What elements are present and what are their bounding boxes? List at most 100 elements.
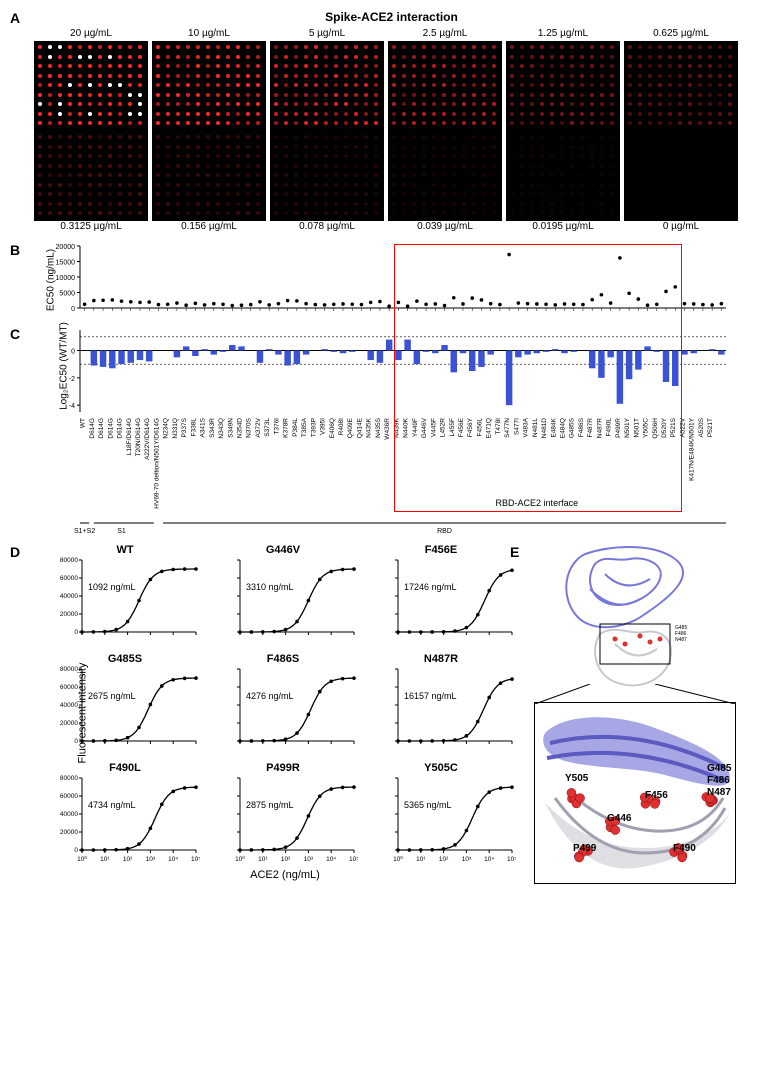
svg-text:K417N/E484K/N501Y: K417N/E484K/N501Y — [689, 417, 696, 481]
svg-text:N487: N487 — [675, 637, 687, 643]
svg-text:0: 0 — [71, 306, 75, 313]
microarray-image — [270, 131, 384, 221]
ec50-value: 1092 ng/mL — [88, 582, 136, 592]
svg-text:V395I: V395I — [320, 418, 327, 435]
ec50-value: 2675 ng/mL — [88, 691, 136, 701]
curve-title: G446V — [208, 544, 358, 556]
svg-text:S1: S1 — [117, 528, 126, 535]
svg-text:10⁴: 10⁴ — [168, 856, 178, 863]
svg-text:10³: 10³ — [146, 856, 156, 863]
svg-text:F456E: F456E — [458, 417, 465, 437]
panel-a: A Spike-ACE2 interaction 20 µg/mL10 µg/m… — [10, 10, 749, 234]
concentration-label: 20 µg/mL — [34, 28, 148, 39]
svg-text:10⁴: 10⁴ — [484, 856, 494, 863]
panel-c-label: C — [10, 326, 20, 342]
svg-text:10¹: 10¹ — [416, 856, 426, 863]
svg-text:10²: 10² — [123, 856, 133, 863]
microarray-image — [624, 131, 738, 221]
svg-text:G446: G446 — [607, 813, 632, 824]
svg-text:60000: 60000 — [60, 684, 78, 691]
svg-text:N439K: N439K — [393, 417, 400, 438]
concentration-label: 1.25 µg/mL — [506, 28, 620, 39]
concentration-label: 5 µg/mL — [270, 28, 384, 39]
svg-text:A341S: A341S — [200, 417, 207, 437]
svg-text:P521S: P521S — [670, 417, 677, 437]
svg-text:T20N/D614G: T20N/D614G — [135, 418, 142, 456]
svg-text:N343Q: N343Q — [218, 418, 225, 439]
svg-text:N440K: N440K — [403, 417, 410, 438]
svg-text:S373L: S373L — [264, 418, 271, 437]
dose-response-curve: P499R2875 ng/mL10⁰10¹10²10³10⁴10⁵ — [208, 762, 358, 867]
microarray-image — [152, 131, 266, 221]
svg-text:Y505: Y505 — [565, 773, 589, 784]
concentration-label: 10 µg/mL — [152, 28, 266, 39]
curve-title: F486S — [208, 653, 358, 665]
svg-text:F490: F490 — [673, 843, 696, 854]
panel-b-label: B — [10, 242, 20, 258]
microarray-image — [270, 41, 384, 131]
svg-text:F487R: F487R — [587, 418, 594, 438]
svg-text:0: 0 — [74, 738, 78, 745]
svg-text:V483A: V483A — [523, 417, 530, 437]
concentration-label: 0.3125 µg/mL — [34, 221, 148, 232]
svg-text:W436R: W436R — [384, 418, 391, 440]
concentration-label: 0.625 µg/mL — [624, 28, 738, 39]
panel-a-title: Spike-ACE2 interaction — [34, 10, 749, 24]
dose-response-curve: G446V 3310 ng/mL — [208, 544, 358, 649]
svg-text:10000: 10000 — [56, 275, 76, 282]
svg-text:20000: 20000 — [60, 720, 78, 727]
curve-title: F490L — [50, 762, 200, 774]
svg-text:N501T: N501T — [633, 418, 640, 438]
svg-text:10⁵: 10⁵ — [507, 856, 516, 863]
dose-response-curve: Y505C5365 ng/mL10⁰10¹10²10³10⁴10⁵ — [366, 762, 516, 867]
svg-text:20000: 20000 — [60, 611, 78, 618]
svg-text:60000: 60000 — [60, 575, 78, 582]
microarray-image — [388, 131, 502, 221]
svg-text:N481L: N481L — [532, 418, 539, 438]
svg-text:P384L: P384L — [292, 418, 299, 437]
svg-text:G446V: G446V — [421, 417, 428, 438]
svg-text:10³: 10³ — [462, 856, 472, 863]
svg-text:F456Y: F456Y — [467, 417, 474, 437]
dose-response-curve: F490L4734 ng/mL02000040000600008000010⁰1… — [50, 762, 200, 867]
svg-text:10⁰: 10⁰ — [77, 855, 87, 863]
svg-text:S349N: S349N — [227, 418, 234, 438]
svg-text:80000: 80000 — [60, 557, 78, 564]
svg-text:20000: 20000 — [60, 829, 78, 836]
svg-text:10¹: 10¹ — [100, 856, 110, 863]
ec50-value: 16157 ng/mL — [404, 691, 457, 701]
panel-e-label: E — [510, 544, 519, 560]
svg-text:D614G: D614G — [89, 418, 96, 439]
svg-text:L18F/D614G: L18F/D614G — [126, 418, 133, 455]
ec50-value: 3310 ng/mL — [246, 582, 294, 592]
svg-text:V445F: V445F — [430, 418, 437, 437]
svg-text:Q414E: Q414E — [356, 417, 363, 438]
svg-text:L455F: L455F — [449, 418, 456, 436]
svg-text:5000: 5000 — [59, 291, 75, 298]
dose-response-curve: F456E17246 ng/mL — [366, 544, 516, 649]
svg-text:N370S: N370S — [246, 417, 253, 438]
panel-d-label: D — [10, 544, 20, 560]
svg-text:10⁵: 10⁵ — [191, 856, 200, 863]
svg-text:RBD-ACE2 interface: RBD-ACE2 interface — [496, 498, 579, 508]
dose-response-curve: WT1092 ng/mL020000400006000080000 — [50, 544, 200, 649]
svg-text:F456: F456 — [645, 790, 668, 801]
svg-text:K378R: K378R — [283, 418, 290, 438]
panel-de-row: D Fluorescent intensity WT1092 ng/mL0200… — [10, 544, 749, 874]
panel-b: B EC50 (ng/mL) 05000100001500020000 — [10, 242, 749, 318]
svg-text:A520S: A520S — [698, 417, 705, 437]
svg-text:T376I: T376I — [273, 418, 280, 435]
svg-text:A372V: A372V — [255, 417, 262, 437]
svg-text:10¹: 10¹ — [258, 856, 268, 863]
svg-text:N481D: N481D — [541, 418, 548, 439]
svg-text:0: 0 — [74, 847, 78, 854]
curve-title: F456E — [366, 544, 516, 556]
svg-text:S477I: S477I — [513, 418, 520, 435]
svg-text:S477N: S477N — [504, 418, 511, 438]
svg-text:D614G: D614G — [117, 418, 124, 439]
dose-response-curve: F486S4276 ng/mL — [208, 653, 358, 758]
microarray-image — [506, 131, 620, 221]
svg-text:RBD: RBD — [437, 528, 452, 535]
svg-text:P521T: P521T — [707, 418, 714, 437]
svg-text:G485: G485 — [707, 763, 732, 774]
